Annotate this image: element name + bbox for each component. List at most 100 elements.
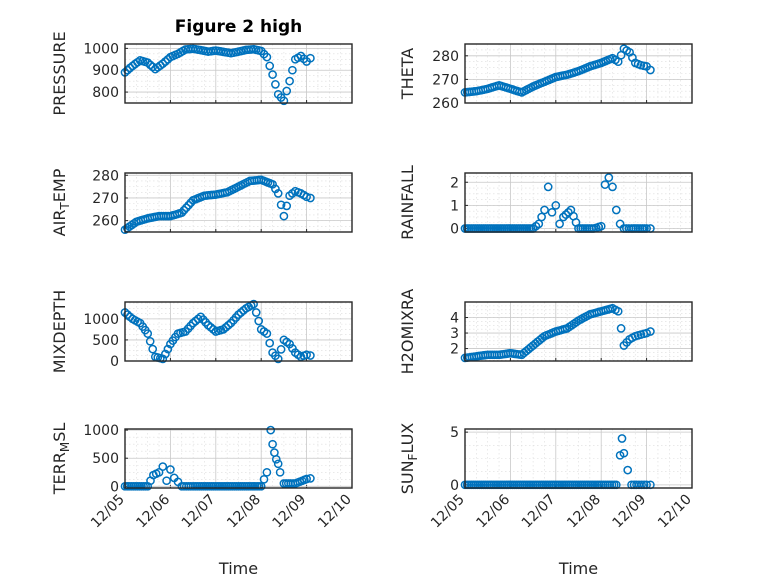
y-tick-label: 1000 (83, 312, 119, 328)
data-point (140, 325, 150, 335)
panel-sun-flux: 0 5 SUNFLUX 12/05 12/06 12/07 12/08 12/09 12/10 T… (398, 423, 695, 578)
y-axis-label: H2OMIXRA (398, 289, 417, 375)
data-point (155, 353, 165, 363)
data-point (276, 200, 286, 210)
data-point (559, 212, 568, 222)
data-point (151, 469, 161, 479)
data-point (201, 318, 211, 327)
y-tick-label: 260 (432, 96, 459, 112)
y-tick-label: 900 (92, 63, 119, 79)
data-point (186, 321, 195, 331)
data-point (288, 344, 297, 353)
data-point (616, 324, 626, 333)
x-axis-label: Time (218, 559, 258, 578)
data-point (633, 59, 643, 69)
data-point (171, 332, 180, 342)
data-point (571, 218, 581, 227)
data-point (206, 322, 216, 332)
data-point (265, 338, 275, 348)
axes-frame (124, 172, 353, 233)
data-point (209, 481, 219, 491)
data-point (271, 184, 280, 194)
data-point (141, 481, 150, 491)
data-point (526, 83, 536, 93)
data-point (221, 322, 231, 332)
data-point (299, 475, 309, 485)
panel-mixdepth: 0 500 1000 MIXDEPTH (50, 290, 353, 373)
data-point (232, 481, 241, 491)
data-point (181, 203, 191, 213)
panel-pressure: 800 900 1000 PRESSURE Figure 2 high (50, 17, 353, 116)
data-point (259, 49, 269, 59)
data-point (179, 205, 189, 215)
data-point (224, 320, 233, 330)
data-point (231, 183, 241, 193)
data-point (605, 304, 615, 314)
x-tick-label: 12/09 (270, 492, 310, 532)
data-point (646, 65, 655, 75)
data-point (162, 476, 171, 486)
data-point (146, 476, 155, 486)
y-tick-label: 5 (450, 425, 459, 441)
x-tick-label: 12/05 (428, 492, 468, 532)
data-point (611, 205, 621, 215)
data-point (622, 338, 632, 347)
panel-h2omixra: 234 H2OMIXRA (398, 289, 693, 375)
y-axis-label: AIRTEMP (50, 168, 72, 236)
data-point (262, 467, 272, 477)
axes-frame (124, 43, 353, 104)
data-point (163, 344, 173, 354)
data-point (279, 211, 289, 221)
y-axis-label: SUNFLUX (398, 423, 420, 495)
data-point (231, 313, 241, 322)
y-tick-label: 500 (92, 451, 119, 467)
data-point (551, 201, 561, 210)
data-point (129, 219, 139, 228)
axes-frame (464, 301, 693, 362)
axes-frame (464, 172, 693, 233)
data-point (251, 308, 261, 317)
y-tick-label: 3 (450, 326, 459, 342)
panel-terr-msl: 0 500 1000 TERRMSL 12/05 12/06 12/07 12/08 12/09… (50, 423, 355, 578)
data-point (524, 344, 533, 354)
data-point (271, 80, 280, 89)
data-point (293, 350, 303, 360)
data-point (622, 46, 632, 55)
y-tick-label: 1000 (83, 41, 119, 57)
data-point (547, 207, 557, 217)
data-point (273, 459, 283, 469)
data-point (299, 351, 309, 361)
x-tick-label: 12/08 (564, 492, 604, 532)
axes-frame (464, 428, 693, 489)
data-point (282, 337, 292, 347)
data-point (133, 317, 142, 327)
y-tick-label: 4 (450, 311, 459, 327)
y-axis-label: MIXDEPTH (50, 290, 69, 373)
data-point (265, 61, 275, 71)
data-point (594, 222, 604, 232)
data-point (123, 310, 132, 319)
data-point (161, 349, 170, 359)
y-tick-label: 0 (450, 478, 459, 494)
data-point (161, 57, 170, 66)
y-tick-label: 270 (432, 72, 459, 88)
data-point (266, 425, 276, 435)
data-point (537, 212, 546, 222)
data-point (123, 65, 132, 75)
data-point (259, 474, 269, 484)
data-point (623, 465, 633, 475)
data-point (268, 439, 277, 449)
y-axis-label: TERRMSL (50, 423, 72, 496)
x-tick-label: 12/06 (473, 491, 513, 531)
data-point (276, 345, 286, 354)
data-point (254, 481, 264, 491)
data-point (604, 173, 614, 182)
figure-title: Figure 2 high (175, 17, 303, 37)
data-point (271, 351, 280, 361)
data-point (178, 46, 188, 56)
data-point (186, 481, 196, 491)
y-tick-label: 0 (110, 354, 119, 370)
data-point (282, 201, 292, 211)
